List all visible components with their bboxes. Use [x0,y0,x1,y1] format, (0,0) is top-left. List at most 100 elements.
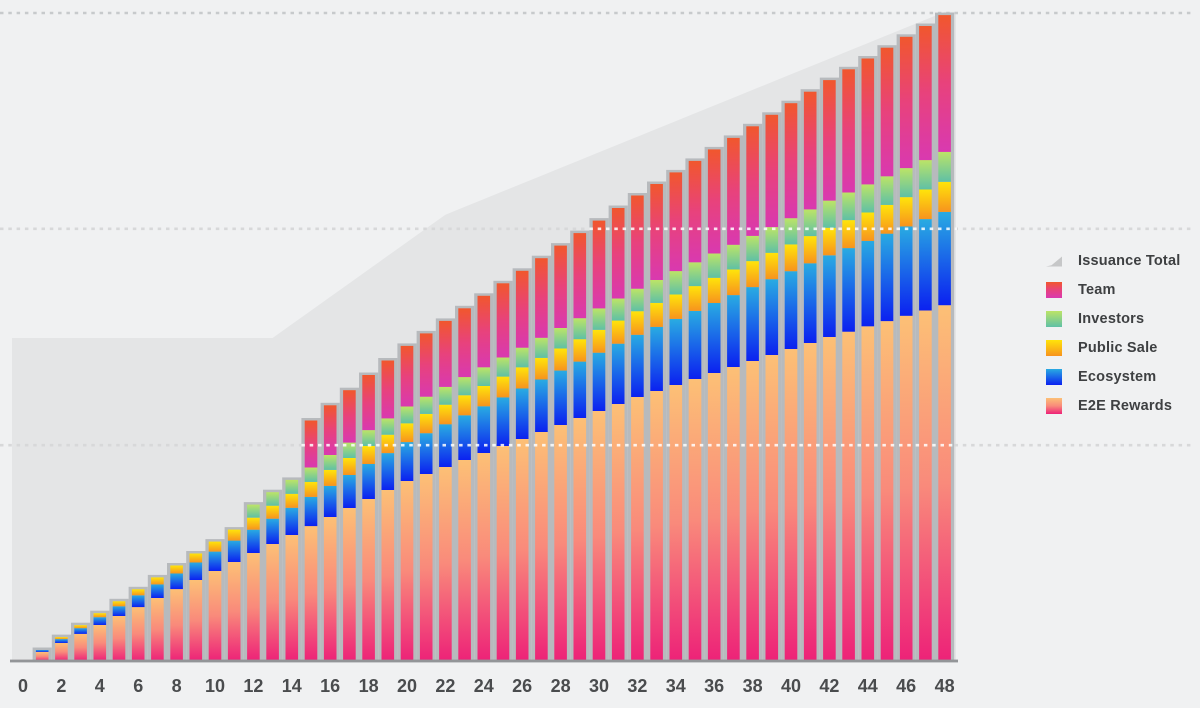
bar-month-40[interactable] [784,103,798,661]
bar-month-7[interactable] [151,577,164,661]
bar-month-15[interactable] [304,420,318,662]
bar-month-13[interactable] [266,492,279,661]
bar-month-18[interactable] [362,375,375,661]
ecosystem-segment [938,211,951,306]
public-sale-segment [669,294,683,319]
e2e-rewards-segment [861,326,875,661]
x-tick-label: 22 [435,676,455,696]
e2e-rewards-segment [74,634,87,661]
public-sale-segment [381,434,395,454]
public-sale-segment [631,311,644,335]
bar-month-44[interactable] [861,58,875,662]
bar-month-19[interactable] [381,360,395,662]
bar-month-37[interactable] [727,137,740,661]
e2e-rewards-segment [727,367,740,661]
ecosystem-segment [515,388,529,439]
bar-month-46[interactable] [899,36,913,661]
investors-segment [919,160,932,190]
bar-month-48[interactable] [938,15,951,661]
bar-month-17[interactable] [343,390,356,661]
investors-segment [496,357,510,377]
public-sale-segment [727,269,740,296]
investors-segment [419,396,433,414]
bar-month-6[interactable] [131,589,145,661]
bar-month-35[interactable] [688,160,702,661]
e2e-rewards-segment [323,517,337,661]
ecosystem-segment [650,326,663,391]
investors-segment [765,227,779,253]
bar-month-8[interactable] [170,565,183,662]
legend-item-ecosystem[interactable]: Ecosystem [1046,368,1180,385]
bar-month-9[interactable] [189,553,203,662]
bar-month-34[interactable] [669,172,683,661]
bar-month-25[interactable] [496,283,510,661]
legend-item-e2e-rewards[interactable]: E2E Rewards [1046,397,1180,414]
ecosystem-segment [899,226,913,316]
e2e-rewards-segment [938,305,951,661]
legend-label: Ecosystem [1078,368,1157,385]
public-sale-segment [55,637,68,640]
ecosystem-segment [55,639,68,643]
bar-month-30[interactable] [592,220,606,661]
bar-month-3[interactable] [74,625,87,661]
x-tick-label: 10 [205,676,225,696]
bar-month-36[interactable] [707,149,721,661]
legend-item-team[interactable]: Team [1046,281,1180,298]
investors-segment [880,176,894,205]
bar-month-4[interactable] [93,613,107,661]
bar-month-41[interactable] [803,91,817,661]
investors-segment [535,337,548,358]
bar-month-26[interactable] [515,270,529,661]
e2e-rewards-segment [535,432,548,661]
ecosystem-segment [112,606,126,616]
team-segment [746,126,759,236]
team-segment [515,270,529,348]
bar-month-47[interactable] [919,26,932,661]
e2e-rewards-segment [650,391,663,661]
bar-month-43[interactable] [842,69,855,661]
bar-month-1[interactable] [35,650,49,661]
public-sale-segment [362,446,375,464]
bar-month-29[interactable] [573,233,587,661]
bar-month-42[interactable] [823,80,836,661]
team-segment [823,80,836,201]
investors-segment [515,347,529,368]
bar-month-2[interactable] [55,637,68,661]
bar-month-45[interactable] [880,47,894,661]
public-sale-segment [842,220,855,249]
bar-month-28[interactable] [554,245,567,661]
public-sale-segment [400,423,414,443]
bar-month-20[interactable] [400,345,414,661]
e2e-rewards-segment [746,361,759,661]
bar-month-27[interactable] [535,258,548,661]
public-sale-swatch-icon [1046,339,1062,356]
public-sale-segment [458,395,471,416]
e2e-rewards-segment [707,373,721,661]
public-sale-segment [227,529,241,541]
investors-segment [247,504,260,518]
team-segment [400,345,414,407]
bar-month-32[interactable] [631,195,644,662]
bar-month-11[interactable] [227,529,241,661]
bar-month-12[interactable] [247,504,260,661]
legend-item-issuance-total[interactable]: Issuance Total [1046,252,1180,269]
bar-month-24[interactable] [477,295,491,661]
team-segment [842,69,855,193]
bar-month-16[interactable] [323,405,337,661]
x-tick-label: 20 [397,676,417,696]
x-tick-label: 48 [935,676,955,696]
legend-item-investors[interactable]: Investors [1046,310,1180,327]
public-sale-segment [170,565,183,574]
bar-month-21[interactable] [419,333,433,661]
legend-item-public-sale[interactable]: Public Sale [1046,339,1180,356]
bar-month-23[interactable] [458,308,471,661]
bar-month-5[interactable] [112,601,126,661]
bar-month-39[interactable] [765,114,779,661]
bar-month-38[interactable] [746,126,759,661]
bar-month-14[interactable] [285,479,299,661]
bar-month-10[interactable] [208,541,222,661]
bar-month-33[interactable] [650,184,663,661]
bar-month-31[interactable] [611,208,625,661]
investors-segment [707,253,721,278]
bar-month-22[interactable] [439,320,452,661]
